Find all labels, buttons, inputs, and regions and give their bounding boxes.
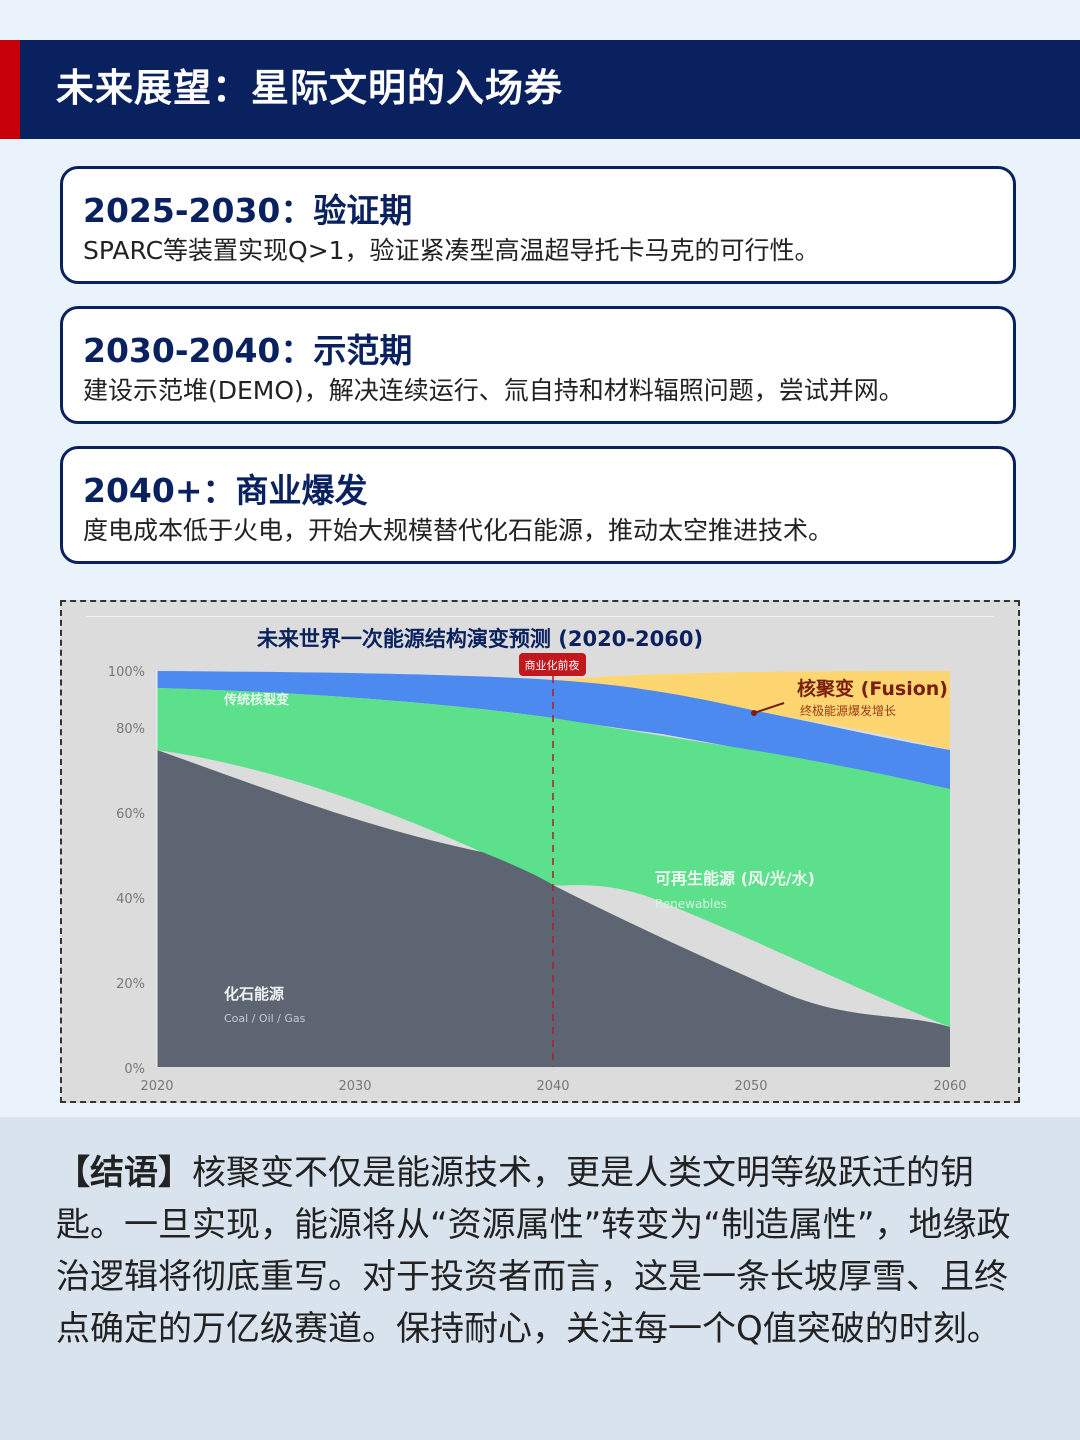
x-tick: 2020 <box>140 1079 173 1094</box>
timeline-card-validation: 2025-2030：验证期 SPARC等装置实现Q>1，验证紧凑型高温超导托卡马… <box>60 166 1016 284</box>
y-tick: 0% <box>124 1062 145 1077</box>
x-tick: 2060 <box>933 1079 966 1094</box>
card-title: 2040+：商业爆发 <box>83 471 368 510</box>
marker-label: 商业化前夜 <box>525 658 580 672</box>
card-description: 度电成本低于火电，开始大规模替代化石能源，推动太空推进技术。 <box>83 516 834 545</box>
fusion-label: 核聚变 (Fusion) <box>797 677 948 700</box>
y-tick: 100% <box>108 665 145 680</box>
fusion-pointer-dot <box>751 710 757 716</box>
chart-title: 未来世界一次能源结构演变预测 (2020-2060) <box>257 627 703 651</box>
conclusion-body: 核聚变不仅是能源技术，更是人类文明等级跃迁的钥匙。一旦实现，能源将从“资源属性”… <box>56 1153 1011 1349</box>
fossil-label: 化石能源 <box>224 985 284 1003</box>
conclusion-text: 【结语】核聚变不仅是能源技术，更是人类文明等级跃迁的钥匙。一旦实现，能源将从“资… <box>56 1147 1026 1355</box>
fission-label: 传统核裂变 <box>223 692 289 708</box>
marker-badge <box>519 653 586 676</box>
energy-mix-chart: 未来世界一次能源结构演变预测 (2020-2060) 100% 80% 60% … <box>60 600 1020 1103</box>
renewables-label: 可再生能源 (风/光/水) <box>655 869 815 888</box>
timeline-card-commercial: 2040+：商业爆发 度电成本低于火电，开始大规模替代化石能源，推动太空推进技术… <box>60 446 1016 564</box>
card-title: 2030-2040：示范期 <box>83 331 413 370</box>
y-tick: 20% <box>116 977 145 992</box>
y-axis-ticks: 100% 80% 60% 40% 20% 0% <box>108 665 145 1077</box>
renewables-sublabel: Renewables <box>655 897 727 911</box>
x-tick: 2030 <box>338 1079 371 1094</box>
chart-top-rule <box>86 616 994 617</box>
conclusion-label: 【结语】 <box>56 1153 192 1193</box>
fusion-pointer-line <box>753 702 785 714</box>
conclusion-section: 【结语】核聚变不仅是能源技术，更是人类文明等级跃迁的钥匙。一旦实现，能源将从“资… <box>0 1117 1080 1440</box>
x-tick: 2050 <box>734 1079 767 1094</box>
card-description: 建设示范堆(DEMO)，解决连续运行、氚自持和材料辐照问题，尝试并网。 <box>83 376 904 405</box>
y-tick: 80% <box>116 722 145 737</box>
renewables-area <box>157 688 950 1027</box>
page-header: 未来展望：星际文明的入场券 <box>0 40 1080 139</box>
card-description: SPARC等装置实现Q>1，验证紧凑型高温超导托卡马克的可行性。 <box>83 236 820 265</box>
timeline-card-demo: 2030-2040：示范期 建设示范堆(DEMO)，解决连续运行、氚自持和材料辐… <box>60 306 1016 424</box>
header-accent-bar <box>0 40 20 139</box>
fossil-area <box>157 750 950 1067</box>
y-tick: 40% <box>116 892 145 907</box>
page-title: 未来展望：星际文明的入场券 <box>56 66 564 110</box>
y-tick: 60% <box>116 807 145 822</box>
chart-svg: 未来世界一次能源结构演变预测 (2020-2060) 100% 80% 60% … <box>108 627 967 1094</box>
fossil-sublabel: Coal / Oil / Gas <box>224 1012 306 1025</box>
x-axis-ticks: 2020 2030 2040 2050 2060 <box>140 1079 966 1094</box>
fusion-sublabel: 终极能源爆发增长 <box>800 703 896 718</box>
card-title: 2025-2030：验证期 <box>83 191 413 230</box>
x-tick: 2040 <box>536 1079 569 1094</box>
